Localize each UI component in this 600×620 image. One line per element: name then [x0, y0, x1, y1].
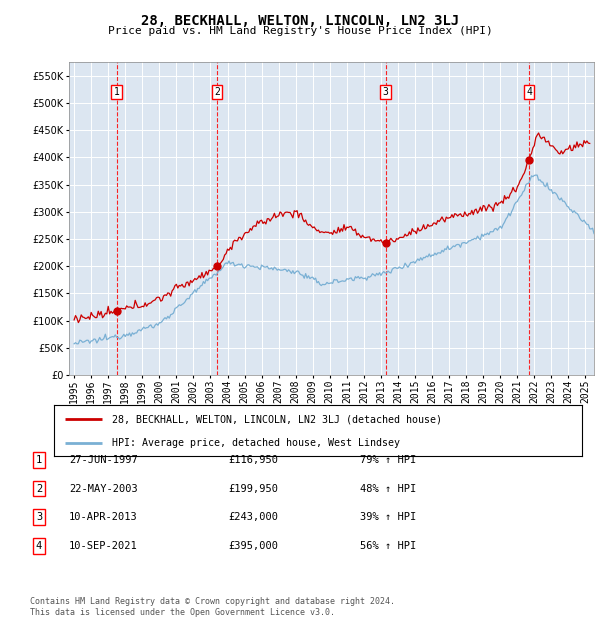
Text: £243,000: £243,000 — [228, 512, 278, 522]
Text: 39% ↑ HPI: 39% ↑ HPI — [360, 512, 416, 522]
Text: 22-MAY-2003: 22-MAY-2003 — [69, 484, 138, 494]
Text: 3: 3 — [383, 87, 388, 97]
Text: 48% ↑ HPI: 48% ↑ HPI — [360, 484, 416, 494]
Text: 10-APR-2013: 10-APR-2013 — [69, 512, 138, 522]
Text: 1: 1 — [36, 455, 42, 465]
Text: 28, BECKHALL, WELTON, LINCOLN, LN2 3LJ: 28, BECKHALL, WELTON, LINCOLN, LN2 3LJ — [141, 14, 459, 28]
Text: 10-SEP-2021: 10-SEP-2021 — [69, 541, 138, 551]
Text: 4: 4 — [526, 87, 532, 97]
Text: 1: 1 — [113, 87, 119, 97]
Text: £116,950: £116,950 — [228, 455, 278, 465]
Text: £395,000: £395,000 — [228, 541, 278, 551]
Text: Price paid vs. HM Land Registry's House Price Index (HPI): Price paid vs. HM Land Registry's House … — [107, 26, 493, 36]
Text: 4: 4 — [36, 541, 42, 551]
Text: 2: 2 — [36, 484, 42, 494]
Text: HPI: Average price, detached house, West Lindsey: HPI: Average price, detached house, West… — [112, 438, 400, 448]
Text: £199,950: £199,950 — [228, 484, 278, 494]
Text: 2: 2 — [214, 87, 220, 97]
Text: 3: 3 — [36, 512, 42, 522]
Text: 79% ↑ HPI: 79% ↑ HPI — [360, 455, 416, 465]
Text: 28, BECKHALL, WELTON, LINCOLN, LN2 3LJ (detached house): 28, BECKHALL, WELTON, LINCOLN, LN2 3LJ (… — [112, 414, 442, 424]
Text: 56% ↑ HPI: 56% ↑ HPI — [360, 541, 416, 551]
Text: 27-JUN-1997: 27-JUN-1997 — [69, 455, 138, 465]
Text: Contains HM Land Registry data © Crown copyright and database right 2024.
This d: Contains HM Land Registry data © Crown c… — [30, 598, 395, 617]
